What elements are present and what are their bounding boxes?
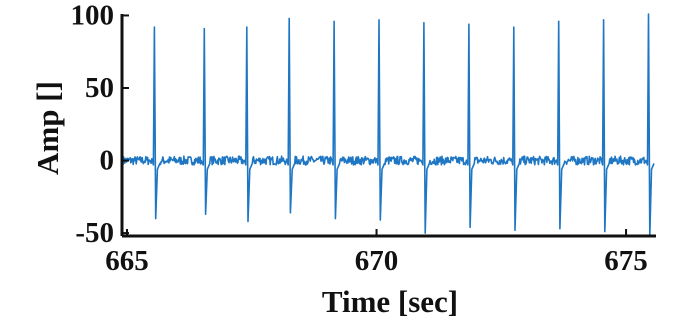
y-tick-label: 0 — [100, 145, 115, 177]
x-tick-label: 670 — [355, 245, 399, 277]
y-axis-title: Amp [] — [30, 81, 65, 175]
y-axis: 100 50 0 -50 — [71, 0, 129, 249]
y-tick-label: -50 — [75, 217, 114, 249]
x-tick-label: 675 — [604, 245, 648, 277]
x-axis-title: Time [sec] — [322, 284, 458, 319]
y-tick-label: 50 — [85, 72, 114, 104]
x-axis: 665 670 675 — [105, 229, 656, 277]
plot-area — [122, 13, 655, 237]
signal-trace — [122, 13, 655, 237]
x-tick-label: 665 — [105, 245, 149, 277]
y-tick-label: 100 — [71, 0, 115, 31]
